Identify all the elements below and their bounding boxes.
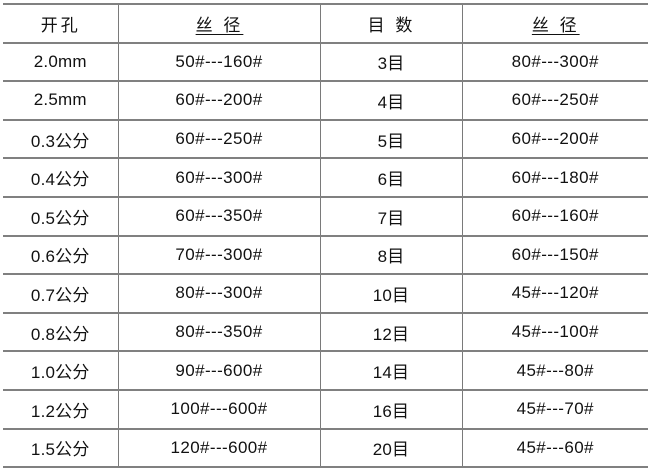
cell-wire_left: 120#---600# xyxy=(117,427,321,468)
table-row: 2.5mm 60#---200# 4目 60#---250# xyxy=(3,80,648,121)
table-row: 1.0公分 90#---600# 14目 45#---80# xyxy=(3,350,648,391)
cell-open_size: 0.8公分 xyxy=(3,311,119,353)
cell-wire_left: 90#---600# xyxy=(117,350,321,391)
table-row: 0.4公分 60#---300# 6目 60#---180# xyxy=(3,157,648,198)
cell-wire_right: 60#---200# xyxy=(461,118,648,160)
table-row: 0.8公分 80#---350# 12目 45#---100# xyxy=(3,311,648,353)
cell-open_size: 0.4公分 xyxy=(3,157,119,198)
specification-table: 开孔丝 径目 数丝 径 2.0mm 50#---160# 3目 80#---300# 2… xyxy=(3,3,648,468)
column-header-label: 开孔 xyxy=(40,15,81,35)
cell-mesh_count: 14目 xyxy=(319,350,463,391)
table-row: 2.0mm 50#---160# 3目 80#---300# xyxy=(3,41,648,83)
table-row: 1.5公分 120#---600# 20目 45#---60# xyxy=(3,427,648,468)
column-header-open_size: 开孔 xyxy=(3,3,119,44)
spec-sheet: 开孔丝 径目 数丝 径 2.0mm 50#---160# 3目 80#---300# 2… xyxy=(3,3,648,468)
cell-mesh_count: 4目 xyxy=(319,80,463,121)
cell-wire_left: 70#---300# xyxy=(117,234,321,276)
table-row: 0.7公分 80#---300# 10目 45#---120# xyxy=(3,273,648,314)
cell-wire_left: 60#---250# xyxy=(117,118,321,160)
table-row: 0.3公分 60#---250# 5目 60#---200# xyxy=(3,118,648,160)
cell-open_size: 1.5公分 xyxy=(3,427,119,468)
cell-wire_left: 100#---600# xyxy=(117,388,321,430)
cell-wire_left: 50#---160# xyxy=(117,41,321,83)
cell-wire_right: 45#---120# xyxy=(461,273,648,314)
cell-open_size: 0.5公分 xyxy=(3,195,119,237)
cell-mesh_count: 8目 xyxy=(319,234,463,276)
table-row: 0.6公分 70#---300# 8目 60#---150# xyxy=(3,234,648,276)
table-row: 0.5公分 60#---350# 7目 60#---160# xyxy=(3,195,648,237)
cell-mesh_count: 6目 xyxy=(319,157,463,198)
cell-mesh_count: 12目 xyxy=(319,311,463,353)
cell-wire_right: 60#---250# xyxy=(461,80,648,121)
cell-wire_right: 60#---180# xyxy=(461,157,648,198)
cell-wire_left: 60#---350# xyxy=(117,195,321,237)
cell-mesh_count: 3目 xyxy=(319,41,463,83)
cell-mesh_count: 16目 xyxy=(319,388,463,430)
table-body: 2.0mm 50#---160# 3目 80#---300# 2.5mm 60#---20… xyxy=(3,41,648,468)
cell-open_size: 0.3公分 xyxy=(3,118,119,160)
cell-open_size: 1.2公分 xyxy=(3,388,119,430)
cell-wire_right: 60#---160# xyxy=(461,195,648,237)
column-header-wire_right: 丝 径 xyxy=(461,3,648,44)
column-header-wire_left: 丝 径 xyxy=(117,3,321,44)
column-header-mesh_count: 目 数 xyxy=(319,3,463,44)
cell-wire_left: 60#---200# xyxy=(117,80,321,121)
cell-wire_right: 80#---300# xyxy=(461,41,648,83)
cell-wire_left: 60#---300# xyxy=(117,157,321,198)
cell-wire_left: 80#---300# xyxy=(117,273,321,314)
cell-wire_right: 45#---70# xyxy=(461,388,648,430)
cell-wire_right: 45#---100# xyxy=(461,311,648,353)
cell-wire_right: 45#---80# xyxy=(461,350,648,391)
cell-open_size: 0.6公分 xyxy=(3,234,119,276)
table-header-row: 开孔 丝 径 目 数 丝 径 xyxy=(3,3,648,44)
cell-open_size: 1.0公分 xyxy=(3,350,119,391)
cell-mesh_count: 10目 xyxy=(319,273,463,314)
column-header-label: 丝 径 xyxy=(195,15,244,35)
cell-open_size: 2.0mm xyxy=(3,41,119,83)
column-header-label: 丝 径 xyxy=(531,15,580,35)
table-header: 开孔 丝 径 目 数 丝 径 xyxy=(3,3,648,44)
cell-open_size: 0.7公分 xyxy=(3,273,119,314)
cell-wire_right: 60#---150# xyxy=(461,234,648,276)
column-header-label: 目 数 xyxy=(367,15,416,35)
table-row: 1.2公分 100#---600# 16目 45#---70# xyxy=(3,388,648,430)
cell-wire_right: 45#---60# xyxy=(461,427,648,468)
cell-mesh_count: 5目 xyxy=(319,118,463,160)
cell-mesh_count: 20目 xyxy=(319,427,463,468)
cell-wire_left: 80#---350# xyxy=(117,311,321,353)
cell-open_size: 2.5mm xyxy=(3,80,119,121)
cell-mesh_count: 7目 xyxy=(319,195,463,237)
